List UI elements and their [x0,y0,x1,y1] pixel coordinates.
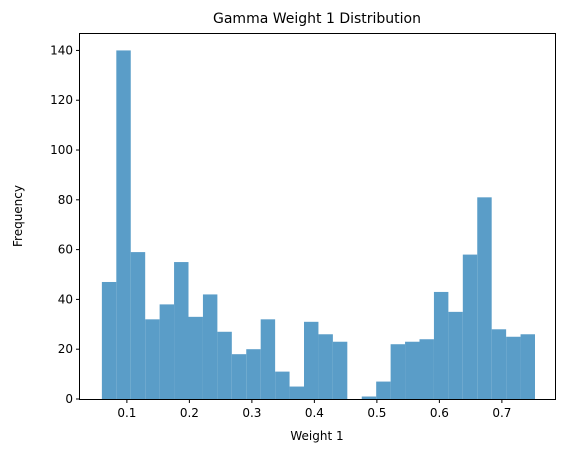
histogram-bar [159,304,175,399]
histogram-bar [231,354,247,399]
x-tick-label: 0.4 [305,406,324,420]
histogram-bar [275,371,290,399]
histogram-bar [130,252,146,399]
y-tick-label: 0 [65,392,73,406]
y-tick-label: 140 [50,43,73,57]
histogram-bar [491,329,507,399]
bars-group [101,50,535,400]
histogram-bar [433,291,449,399]
histogram-bar [390,344,406,399]
histogram-bar [202,294,218,399]
histogram-bar [260,319,276,399]
y-axis-ticks: 0 20 40 60 80 100 120 140 [50,43,80,406]
histogram-bar [217,331,232,399]
histogram-bar [506,336,521,399]
histogram-bar [462,254,478,399]
x-tick-label: 0.1 [117,406,136,420]
histogram-bar [405,341,420,399]
y-tick-label: 40 [58,292,73,306]
histogram-bar [332,341,348,399]
x-axis-ticks: 0.1 0.2 0.3 0.4 0.5 0.6 0.7 [117,399,511,420]
x-tick-label: 0.2 [180,406,199,420]
histogram-bar [361,396,377,399]
y-tick-label: 20 [58,342,73,356]
y-tick-label: 80 [58,193,73,207]
x-axis-label: Weight 1 [290,429,343,443]
x-tick-label: 0.5 [367,406,386,420]
y-tick-label: 120 [50,93,73,107]
y-tick-label: 60 [58,243,73,257]
histogram-bar [448,311,463,399]
histogram-bar [174,262,189,399]
histogram-bar [520,334,535,399]
x-tick-label: 0.6 [430,406,449,420]
histogram-bar [304,321,319,399]
histogram-bar [376,381,391,399]
histogram-bar [477,197,492,399]
histogram-bar [289,386,304,399]
chart-title: Gamma Weight 1 Distribution [213,11,421,27]
histogram-bar [116,50,131,400]
histogram-bar [246,349,261,399]
histogram-bar [101,281,117,399]
y-axis-label: Frequency [11,185,25,247]
histogram-bar [318,334,333,399]
histogram-bar [188,316,203,399]
plot-frame [79,33,556,400]
x-tick-label: 0.7 [492,406,511,420]
y-tick-label: 100 [50,143,73,157]
histogram-bar [145,319,160,399]
histogram-bar [419,339,434,399]
x-tick-label: 0.3 [242,406,261,420]
